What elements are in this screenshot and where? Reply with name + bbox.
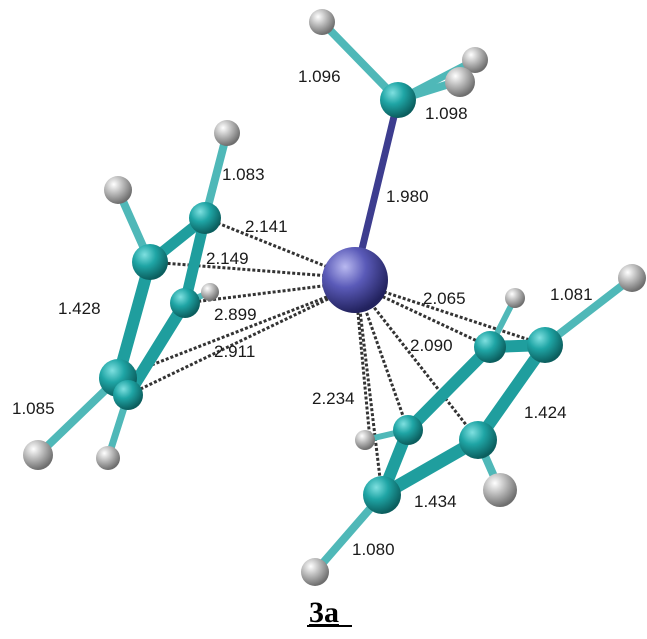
bond-l3 [112,256,156,384]
hydrogen-atom [309,9,335,35]
label-cc-right-2: 1.434 [414,492,457,511]
label-ch-right-bottom: 1.080 [352,540,395,559]
bond-r3 [472,339,551,446]
dash-m-c-right-3 [360,291,480,441]
dash-m-c-right-5 [356,293,384,496]
dash-m-c-left-4 [117,284,356,380]
label-cc-right-1: 1.424 [524,403,567,422]
carbon-atom [527,327,563,363]
hydrogen-atom [214,120,240,146]
label-m-c-right-3: 2.234 [312,389,355,408]
bond-l4 [122,297,191,401]
carbon-atom [380,82,416,118]
label-m-c-left-2: 2.149 [206,249,249,268]
hydrogen-atom [618,264,646,292]
hydrogen-atom [445,67,475,97]
label-ch-left-top: 1.083 [222,165,265,184]
carbon-atoms [99,82,563,514]
bond-r2 [402,341,496,436]
dash-m-c-left-2 [149,260,356,280]
carbon-atom [393,415,423,445]
carbon-atom [170,288,200,318]
bond-methyl-h1 [318,18,402,104]
carbon-atom [459,421,497,459]
label-cc-left: 1.428 [58,299,101,318]
hydrogen-atom [104,176,132,204]
figure-caption: 3a [309,596,339,629]
carbon-atom [363,476,401,514]
hydrogen-atoms [23,9,646,586]
dash-m-c-right-1 [359,282,546,347]
hydrogen-atom [355,430,375,450]
label-ch-methyl-right: 1.098 [425,104,468,123]
hydrogen-atom [23,440,53,470]
dash-m-c-right-4 [358,293,410,431]
label-m-c-left-4: 2.911 [214,342,255,361]
label-m-c-left-3: 2.899 [214,305,257,324]
label-m-c-right-2: 2.090 [410,336,453,355]
hydrogen-atom [483,473,517,507]
label-m-c-left-1: 2.141 [245,217,288,236]
metal-atom [322,247,388,313]
label-ch-right-top: 1.081 [550,285,593,304]
carbon-atom [132,244,168,280]
carbon-atom [113,380,143,410]
dash-m-c-left-5 [127,284,356,397]
carbon-atom [474,331,506,363]
label-m-c-right-1: 2.065 [423,289,466,308]
hydrogen-atom [201,283,219,301]
carbon-atom [189,202,221,234]
dashed-contacts [117,216,546,496]
label-m-ch3: 1.980 [386,187,429,206]
hydrogen-atom [505,288,525,308]
label-ch-left-bottom: 1.085 [12,399,55,418]
bond-length-labels: 1.096 1.098 1.980 1.083 2.141 2.149 2.89… [12,67,593,559]
label-ch-methyl-left: 1.096 [298,67,341,86]
hydrogen-atom [96,446,120,470]
bond-rh1 [541,274,636,349]
dash-m-c-right-2 [359,284,491,349]
hydrogen-atom [462,47,488,73]
methyl-bonds [318,18,479,282]
hydrogen-atom [301,558,329,586]
